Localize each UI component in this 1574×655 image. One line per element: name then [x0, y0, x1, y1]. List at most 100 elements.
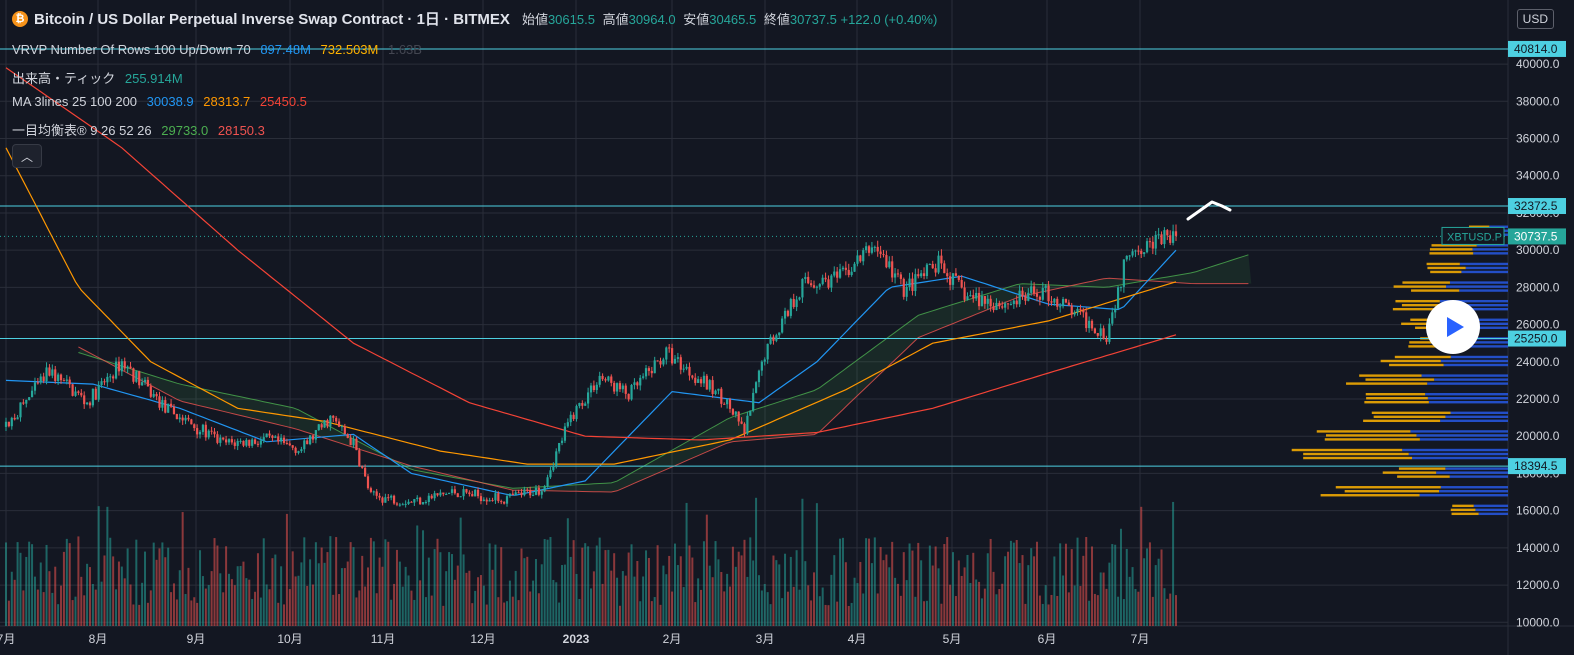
volume-bar-314: [914, 596, 917, 626]
volume-bar-311: [905, 580, 908, 626]
candle-body-389: [1131, 251, 1134, 256]
volume-bar-294: [856, 583, 859, 626]
price-tick-14: 12000.0: [1516, 578, 1560, 592]
candle-body-378: [1099, 328, 1102, 336]
play-button[interactable]: [1426, 300, 1480, 354]
volume-bar-313: [911, 550, 914, 626]
candle-body-45: [135, 371, 138, 382]
vp-down-15-0: [1452, 504, 1474, 508]
ohlc-low-value: 30465.5: [709, 12, 757, 27]
volume-bar-42: [126, 548, 129, 626]
time-tick-8: 3月: [756, 632, 775, 646]
candle-body-271: [789, 298, 792, 316]
volume-bar-181: [529, 591, 532, 626]
volume-bar-166: [485, 604, 488, 626]
legend-volume-label: 出来高・ティック: [12, 71, 116, 86]
candle-body-73: [216, 434, 219, 443]
volume-bar-330: [960, 575, 963, 626]
candle-body-256: [746, 415, 749, 434]
volume-bar-54: [161, 542, 164, 626]
volume-bar-201: [587, 546, 590, 626]
vp-up-13-0: [1445, 467, 1508, 470]
candle-body-398: [1157, 234, 1160, 236]
ichimoku-cloud: [78, 254, 1252, 493]
volume-bar-59: [175, 599, 178, 626]
volume-bar-250: [729, 586, 732, 626]
vp-up-3-0: [1449, 281, 1508, 284]
candle-body-242: [705, 375, 708, 390]
volume-bar-168: [491, 569, 494, 626]
line-ma200: [5, 67, 1177, 441]
volume-bar-355: [1033, 556, 1036, 626]
volume-bar-296: [862, 593, 865, 626]
vp-down-4-1: [1401, 303, 1445, 307]
volume-bar-215: [627, 552, 630, 626]
legend-ma25-value: 30038.9: [146, 94, 194, 109]
volume-bar-102: [300, 562, 303, 626]
candle-body-164: [479, 496, 483, 502]
candle-body-49: [146, 379, 150, 387]
collapse-legend-button[interactable]: ︿: [12, 144, 42, 168]
candle-body-338: [983, 296, 986, 304]
currency-badge[interactable]: USD: [1516, 9, 1554, 29]
candle-body-348: [1012, 300, 1015, 304]
volume-bar-194: [566, 518, 569, 626]
volume-bar-218: [636, 561, 639, 626]
candle-body-251: [731, 408, 735, 415]
volume-bar-321: [934, 546, 937, 626]
price-tick-15: 10000.0: [1516, 615, 1560, 629]
legend-ichimoku-label: 一目均衡表® 9 26 52 26: [12, 123, 152, 138]
candle-body-268: [781, 318, 784, 333]
candle-body-46: [138, 371, 141, 386]
vp-down-7-2: [1389, 363, 1444, 367]
instrument-label: XBTUSD.P: [1447, 231, 1502, 243]
volume-bar-269: [784, 553, 787, 626]
volume-bar-39: [117, 561, 120, 626]
candle-body-318: [925, 264, 929, 277]
candle-body-87: [256, 443, 260, 445]
candle-body-376: [1093, 328, 1097, 334]
volume-bar-197: [575, 573, 578, 626]
vp-down-14-2: [1320, 494, 1420, 497]
price-tick-1: 38000.0: [1516, 94, 1560, 108]
volume-bar-307: [894, 577, 897, 626]
candle-body-373: [1085, 312, 1088, 329]
volume-bar-18: [57, 604, 60, 626]
candle-body-6: [22, 402, 25, 404]
candle-body-101: [297, 451, 300, 453]
legend-ma[interactable]: MA 3lines 25 100 200 30038.9 28313.7 254…: [12, 94, 313, 109]
candle-body-303: [882, 254, 885, 256]
candle-body-359: [1044, 285, 1047, 288]
legend-ichimoku[interactable]: 一目均衡表® 9 26 52 26 29733.0 28150.3: [12, 120, 271, 139]
volume-bar-291: [847, 605, 850, 626]
candle-body-4: [16, 417, 19, 420]
candle-body-14: [45, 367, 48, 382]
candle-body-178: [520, 492, 523, 496]
volume-bar-257: [749, 537, 752, 626]
volume-bar-308: [896, 583, 899, 626]
legend-vrvp[interactable]: VRVP Number Of Rows 100 Up/Down 70 897.4…: [12, 42, 428, 57]
candle-body-375: [1090, 320, 1094, 329]
volume-bar-284: [827, 605, 830, 626]
candle-body-171: [500, 501, 503, 503]
price-tick-13: 14000.0: [1516, 541, 1560, 555]
vp-up-2-2: [1461, 270, 1508, 274]
volume-bar-274: [798, 589, 801, 626]
volume-bar-243: [708, 565, 711, 626]
candle-body-42: [126, 366, 129, 369]
candle-body-132: [387, 497, 390, 499]
volume-bar-227: [662, 565, 665, 626]
legend-volume[interactable]: 出来高・ティック 255.914M: [12, 68, 189, 87]
volume-bar-236: [688, 545, 691, 626]
volume-bar-260: [757, 575, 760, 626]
candle-body-154: [450, 489, 454, 493]
candle-body-361: [1050, 301, 1053, 303]
candle-body-93: [274, 436, 277, 438]
candle-body-151: [442, 492, 445, 495]
candle-body-283: [824, 277, 827, 280]
volume-bar-29: [88, 567, 91, 626]
candle-body-404: [1174, 231, 1178, 236]
candle-body-374: [1088, 320, 1091, 329]
volume-bar-48: [144, 551, 147, 626]
